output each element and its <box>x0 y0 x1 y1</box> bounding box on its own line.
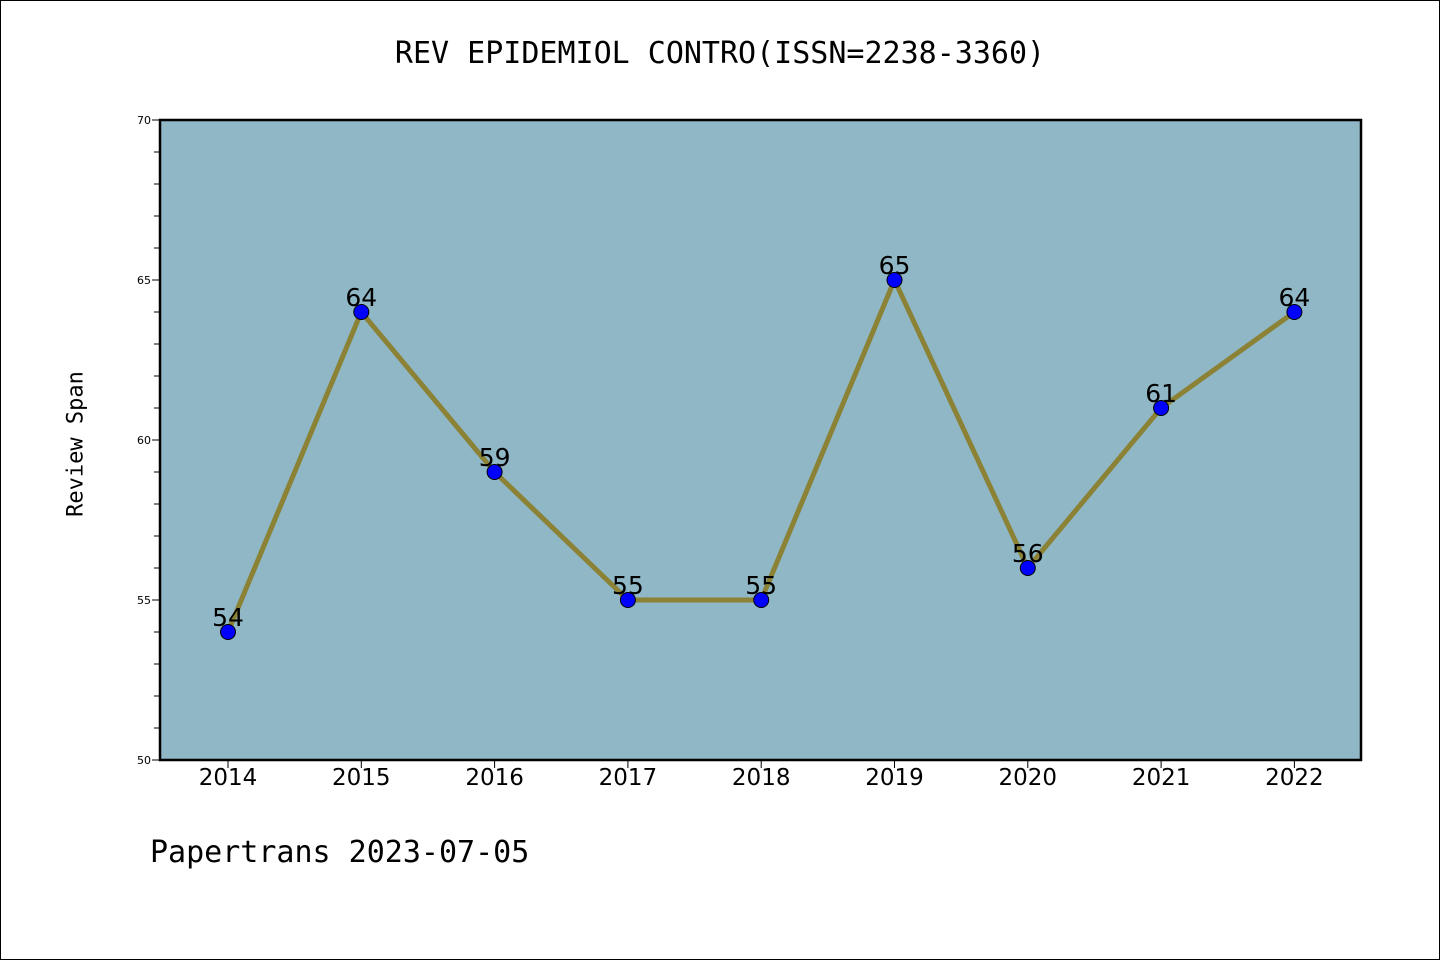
data-label: 64 <box>1278 283 1310 312</box>
data-label: 59 <box>479 443 511 472</box>
plot-border <box>158 118 1363 762</box>
x-tick-label: 2019 <box>865 765 924 791</box>
x-tick-label: 2021 <box>1132 765 1191 791</box>
data-label: 64 <box>345 283 377 312</box>
data-point <box>886 272 903 288</box>
x-tick-label: 2020 <box>999 765 1058 791</box>
data-point <box>753 592 770 608</box>
data-point <box>619 592 636 608</box>
y-tick-label: 60 <box>137 434 151 447</box>
data-label: 61 <box>1145 379 1177 408</box>
y-tick-label: 70 <box>137 114 151 127</box>
y-tick-label: 65 <box>137 274 151 287</box>
y-tick-label: 55 <box>137 594 151 607</box>
data-point <box>1153 400 1170 416</box>
data-point <box>1019 560 1036 576</box>
data-point <box>353 304 370 320</box>
x-tick-label: 2016 <box>465 765 524 791</box>
x-tick-label: 2014 <box>199 765 258 791</box>
x-tick-label: 2018 <box>732 765 791 791</box>
x-tick-label: 2022 <box>1265 765 1324 791</box>
footer-watermark: Papertrans 2023-07-05 <box>150 835 530 870</box>
data-label: 54 <box>212 603 244 632</box>
plot-area <box>160 120 1361 760</box>
data-label: 56 <box>1012 539 1044 568</box>
chart-title: REV EPIDEMIOL CONTRO(ISSN=2238-3360) <box>394 36 1046 71</box>
data-label: 65 <box>879 251 911 280</box>
y-tick-label: 50 <box>137 754 151 767</box>
x-tick-label: 2017 <box>599 765 658 791</box>
data-point <box>220 624 236 640</box>
data-label: 55 <box>745 571 777 600</box>
data-point <box>1286 304 1303 320</box>
data-point <box>486 464 503 480</box>
data-label: 55 <box>612 571 644 600</box>
x-tick-label: 2015 <box>332 765 391 791</box>
